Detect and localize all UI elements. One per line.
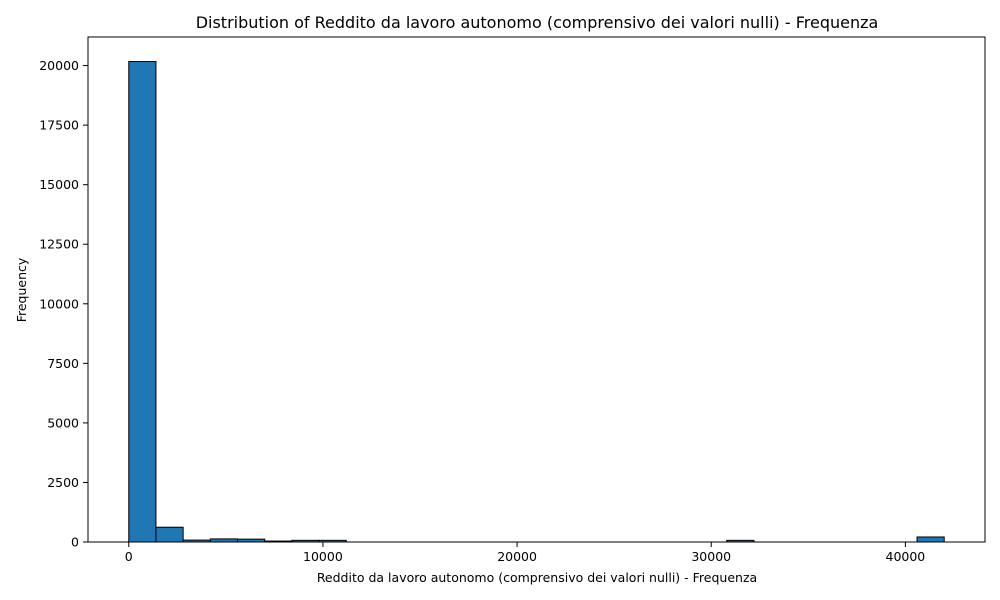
histogram-bar	[916, 536, 945, 543]
x-tick-label: 0	[125, 549, 133, 564]
plot-area: 0 10000 20000 30000 40000 0 2500 5000 7500 10000 1…	[39, 36, 986, 564]
y-tick-label: 17500	[39, 118, 79, 133]
y-tick-label: 15000	[39, 177, 79, 192]
y-tick-label: 10000	[39, 296, 79, 311]
y-tick-label: 12500	[39, 237, 79, 252]
y-tick-label: 7500	[47, 356, 79, 371]
y-tick-label: 20000	[39, 58, 79, 73]
plot-frame	[87, 36, 986, 543]
y-tick-label: 5000	[47, 415, 79, 430]
y-tick-label: 0	[71, 535, 79, 550]
histogram-bar	[128, 61, 157, 543]
x-tick-label: 20000	[497, 549, 537, 564]
y-axis-label: Frequency	[14, 257, 29, 322]
histogram-bar	[155, 526, 184, 543]
x-tick-label: 10000	[303, 549, 343, 564]
x-tick-label: 30000	[691, 549, 731, 564]
chart-title: Distribution of Reddito da lavoro autono…	[196, 13, 879, 32]
y-tick-label: 2500	[47, 475, 79, 490]
x-axis-label: Reddito da lavoro autonomo (comprensivo …	[317, 570, 757, 585]
x-tick-label: 40000	[886, 549, 926, 564]
